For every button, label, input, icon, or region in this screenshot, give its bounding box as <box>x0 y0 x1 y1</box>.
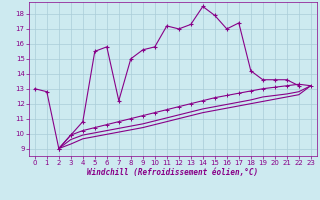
X-axis label: Windchill (Refroidissement éolien,°C): Windchill (Refroidissement éolien,°C) <box>87 168 258 177</box>
